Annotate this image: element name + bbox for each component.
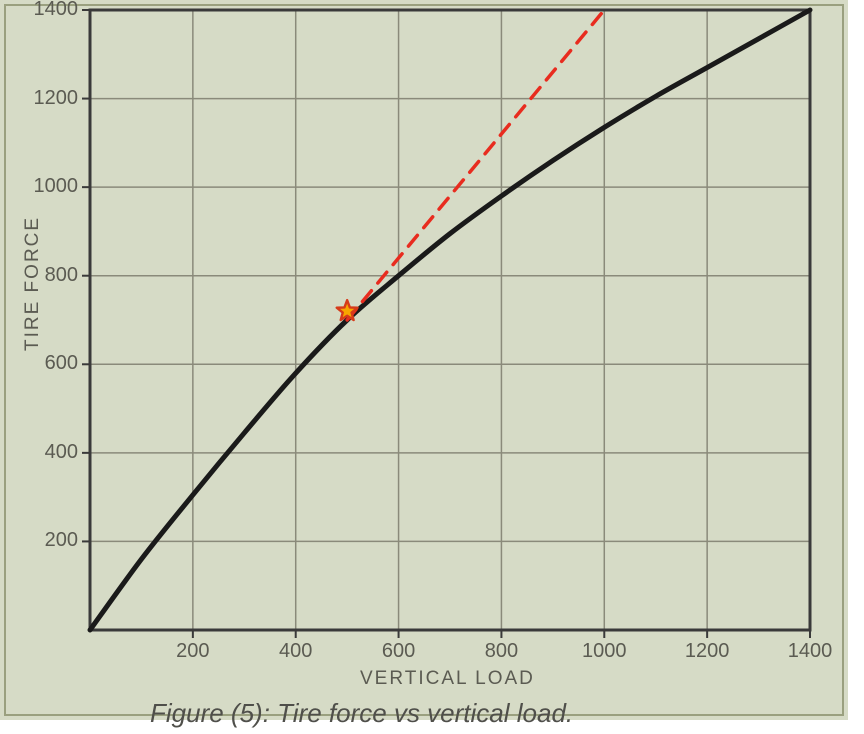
y-tick-label: 1400 — [34, 0, 79, 21]
y-tick-label: 400 — [45, 441, 78, 464]
x-tick-label: 400 — [266, 640, 326, 663]
x-axis-label: VERTICAL LOAD — [360, 668, 535, 690]
y-tick-label: 600 — [45, 352, 78, 375]
x-tick-label: 1000 — [574, 640, 634, 663]
y-tick-label: 200 — [45, 529, 78, 552]
figure-caption: Figure (5): Tire force vs vertical load. — [150, 698, 573, 729]
y-tick-label: 800 — [45, 264, 78, 287]
x-tick-label: 800 — [471, 640, 531, 663]
y-tick-label: 1200 — [34, 87, 79, 110]
y-tick-label: 1000 — [34, 175, 79, 198]
x-tick-label: 1400 — [780, 640, 840, 663]
figure-container: 200 400 600 800 1000 1200 1400 200 400 600 800 100… — [0, 0, 864, 734]
chart-plot — [0, 0, 864, 734]
x-tick-label: 200 — [163, 640, 223, 663]
x-tick-label: 600 — [369, 640, 429, 663]
x-tick-label: 1200 — [677, 640, 737, 663]
y-axis-label: TIRE FORCE — [22, 216, 44, 351]
